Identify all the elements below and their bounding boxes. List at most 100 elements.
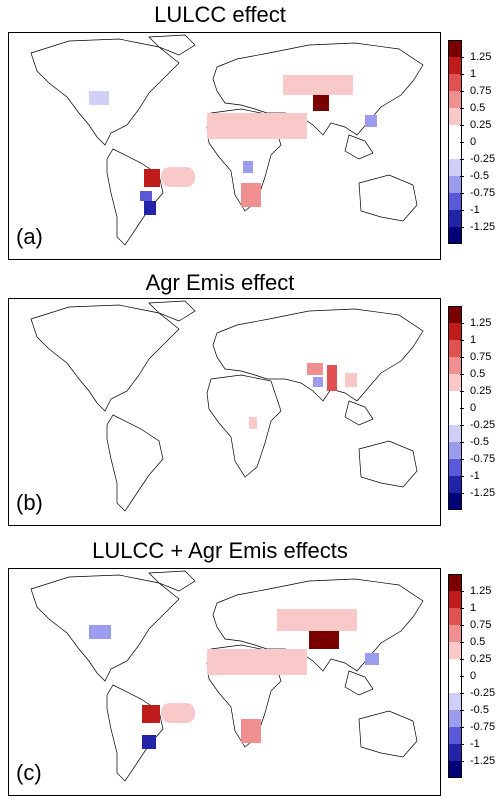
- colorbar-swatch: [448, 425, 462, 442]
- cell-north-india: [313, 95, 329, 111]
- colorbar-label: 0: [470, 136, 477, 148]
- anomaly-cells: [249, 363, 357, 429]
- colorbar-tick: [460, 57, 464, 58]
- colorbar-tick: [460, 625, 464, 626]
- colorbar-label: -1.25: [470, 755, 496, 767]
- colorbar-swatch: [448, 57, 462, 74]
- colorbar-swatch: [448, 476, 462, 493]
- colorbar-tick: [460, 676, 464, 677]
- cell-east-us: [89, 91, 109, 105]
- colorbar-label: -1: [470, 738, 480, 750]
- colorbar-tick: [460, 710, 464, 711]
- colorbar-tick: [460, 227, 464, 228]
- cell-south-india: [313, 377, 323, 387]
- colorbar-swatch: [448, 306, 462, 323]
- colorbar-tick: [460, 193, 464, 194]
- colorbar-label: 0.5: [470, 102, 486, 114]
- cell-east-africa: [243, 161, 253, 173]
- cell-paraguay: [140, 191, 152, 201]
- colorbar-label: 0.25: [470, 653, 492, 665]
- colorbar-tick: [460, 608, 464, 609]
- colorbar-label: -0.75: [470, 187, 496, 199]
- colorbar-swatch: [448, 159, 462, 176]
- colorbar-label: -0.5: [470, 704, 489, 716]
- colorbar-tick: [460, 425, 464, 426]
- colorbar-label: 0.75: [470, 351, 492, 363]
- panel-letter: (c): [16, 760, 42, 785]
- colorbar-swatch: [448, 193, 462, 210]
- colorbar-tick: [460, 727, 464, 728]
- colorbar-label: 0.25: [470, 119, 492, 131]
- cell-central-brazil: [144, 169, 160, 187]
- colorbar-swatch: [448, 176, 462, 193]
- map-svg: [30, 34, 424, 246]
- colorbar-swatch: [448, 493, 462, 510]
- colorbar-swatch: [448, 74, 462, 91]
- colorbar-tick: [460, 142, 464, 143]
- map-svg: [30, 570, 424, 782]
- panel-a: LULCC effect: [0, 0, 500, 268]
- cell-north-india: [307, 363, 323, 375]
- panel-title: Agr Emis effect: [145, 270, 295, 295]
- colorbar-swatch: [448, 459, 462, 476]
- cell-sahel: [207, 649, 307, 675]
- colorbar-label: 1: [470, 68, 477, 80]
- cell-indochina: [345, 373, 357, 387]
- cell-south-brazil: [144, 201, 156, 215]
- colorbar-label: -0.5: [470, 436, 489, 448]
- colorbar-label: -0.5: [470, 170, 489, 182]
- colorbar-swatch: [448, 625, 462, 642]
- colorbar-label: 1.25: [470, 585, 492, 597]
- colorbar-swatch: [448, 574, 462, 591]
- cell-central-brazil: [142, 705, 160, 723]
- colorbar-label: 0: [470, 402, 477, 414]
- cell-se-asia: [365, 653, 379, 665]
- colorbar-label: 1: [470, 334, 477, 346]
- colorbar-label: 1: [470, 602, 477, 614]
- colorbar-swatch: [448, 744, 462, 761]
- colorbar-label: 0.5: [470, 636, 486, 648]
- cell-southern-africa: [241, 183, 261, 207]
- colorbar-swatch: [448, 727, 462, 744]
- colorbar-swatch: [448, 323, 462, 340]
- colorbar-tick: [460, 642, 464, 643]
- world-map: [8, 32, 441, 260]
- colorbar-label: 0: [470, 670, 477, 682]
- colorbar-tick: [460, 442, 464, 443]
- colorbar-swatch: [448, 40, 462, 57]
- colorbar-tick: [460, 659, 464, 660]
- panel-letter: (a): [16, 224, 43, 249]
- colorbar-tick: [460, 493, 464, 494]
- colorbar-swatch: [448, 693, 462, 710]
- colorbar-label: -1: [470, 204, 480, 216]
- cell-southern-africa: [241, 719, 261, 743]
- colorbar-swatch: [448, 142, 462, 159]
- colorbar-tick: [460, 408, 464, 409]
- colorbar-swatch: [448, 91, 462, 108]
- colorbar-tick: [460, 374, 464, 375]
- colorbar-label: 0.25: [470, 385, 492, 397]
- colorbar-tick: [460, 340, 464, 341]
- map-svg: [30, 300, 424, 512]
- colorbar-swatch: [448, 374, 462, 391]
- panel-title: LULCC effect: [154, 2, 286, 27]
- cell-china: [283, 75, 353, 95]
- colorbar-tick: [460, 744, 464, 745]
- colorbar-swatch: [448, 676, 462, 693]
- colorbar-label: 1.25: [470, 51, 492, 63]
- colorbar-swatch: [448, 642, 462, 659]
- colorbar-swatch: [448, 357, 462, 374]
- cell-south-brazil: [142, 735, 156, 749]
- colorbar-label: 0.75: [470, 85, 492, 97]
- anomaly-cells: [89, 609, 379, 749]
- colorbar-swatch: [448, 391, 462, 408]
- colorbar-tick: [460, 476, 464, 477]
- cell-east-us: [89, 625, 111, 639]
- world-map: [8, 568, 441, 796]
- colorbar-swatch: [448, 125, 462, 142]
- colorbar-swatch: [448, 442, 462, 459]
- world-map: [8, 298, 441, 526]
- colorbar-swatch: [448, 608, 462, 625]
- colorbar-swatch: [448, 659, 462, 676]
- cell-north-india: [309, 629, 339, 649]
